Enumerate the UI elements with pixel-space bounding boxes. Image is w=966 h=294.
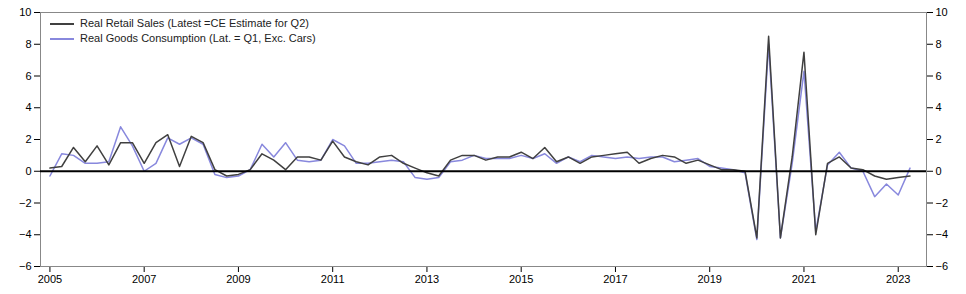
svg-text:2017: 2017: [603, 273, 627, 285]
svg-text:2: 2: [936, 133, 942, 145]
svg-text:2009: 2009: [226, 273, 250, 285]
svg-text:6: 6: [936, 70, 942, 82]
svg-text:0: 0: [25, 165, 31, 177]
svg-text:10: 10: [19, 6, 31, 18]
svg-text:2023: 2023: [886, 273, 910, 285]
svg-text:2007: 2007: [132, 273, 156, 285]
svg-text:6: 6: [25, 70, 31, 82]
svg-text:−2: −2: [936, 197, 949, 209]
svg-text:2013: 2013: [415, 273, 439, 285]
svg-text:−4: −4: [19, 228, 32, 240]
svg-text:2: 2: [25, 133, 31, 145]
svg-text:2021: 2021: [792, 273, 816, 285]
svg-text:−6: −6: [19, 260, 32, 272]
svg-text:−6: −6: [936, 260, 949, 272]
svg-text:2019: 2019: [697, 273, 721, 285]
html-text:Real Retail Sales (Latest =CE: Real Retail Sales (Latest =CE Estimate f…: [80, 17, 309, 29]
svg-text:4: 4: [936, 101, 942, 113]
svg-text:10: 10: [936, 6, 948, 18]
svg-text:8: 8: [25, 38, 31, 50]
svg-text:2005: 2005: [38, 273, 62, 285]
svg-text:4: 4: [25, 101, 31, 113]
svg-text:0: 0: [936, 165, 942, 177]
html-text:Real Goods Consumption (Lat. =: Real Goods Consumption (Lat. = Q1, Exc. …: [80, 32, 316, 44]
svg-text:−4: −4: [936, 228, 949, 240]
svg-text:2011: 2011: [321, 273, 345, 285]
svg-text:−2: −2: [19, 197, 32, 209]
svg-text:2015: 2015: [509, 273, 533, 285]
svg-text:8: 8: [936, 38, 942, 50]
